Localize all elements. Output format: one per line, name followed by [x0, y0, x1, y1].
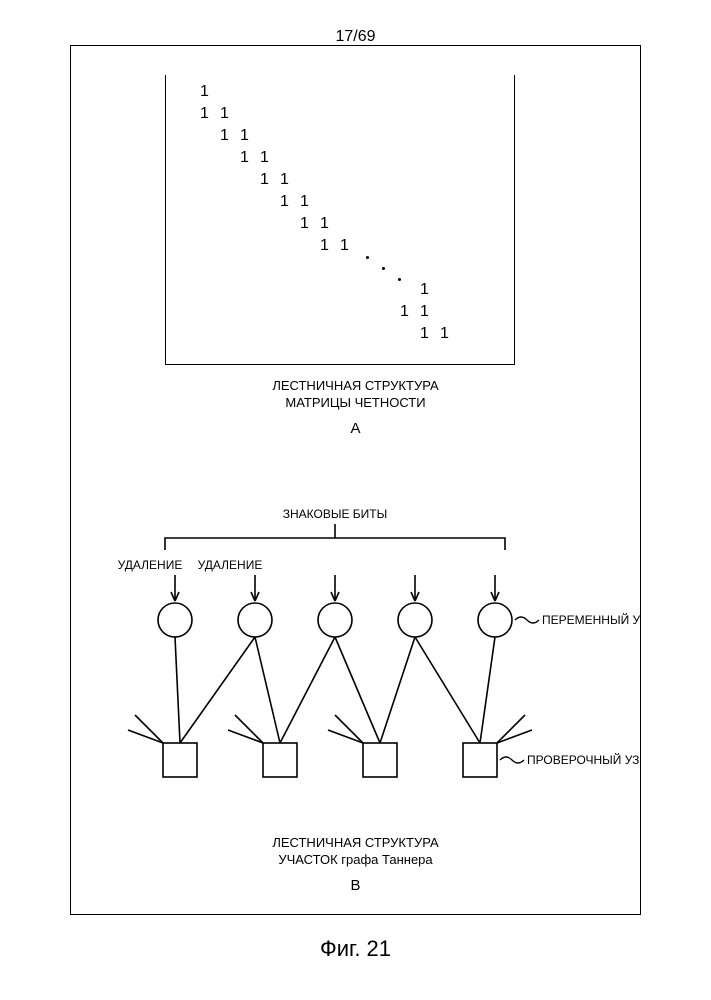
- variable-node: [398, 603, 432, 637]
- matrix-one: 1: [440, 325, 449, 343]
- panel-b-caption: ЛЕСТНИЧНАЯ СТРУКТУРА УЧАСТОК графа Танне…: [156, 835, 556, 894]
- matrix-one: 1: [200, 105, 209, 123]
- check-stub: [328, 730, 363, 743]
- matrix-one: 1: [400, 303, 409, 321]
- graph-edge: [280, 637, 335, 743]
- panel-b-caption-line1: ЛЕСТНИЧНАЯ СТРУКТУРА: [156, 835, 556, 852]
- tilde-connector: [500, 757, 524, 763]
- check-stub: [228, 730, 263, 743]
- matrix-one: 1: [420, 281, 429, 299]
- matrix-one: 1: [260, 171, 269, 189]
- panel-a-caption-line2: МАТРИЦЫ ЧЕТНОСТИ: [156, 395, 556, 412]
- ellipsis-dot: [366, 256, 369, 259]
- matrix-one: 1: [420, 325, 429, 343]
- matrix-one: 1: [200, 83, 209, 101]
- panel-a-label: A: [156, 420, 556, 437]
- matrix-one: 1: [240, 149, 249, 167]
- graph-edge: [415, 637, 480, 743]
- matrix-one: 1: [300, 193, 309, 211]
- panel-b-caption-line2: УЧАСТОК графа Таннера: [156, 852, 556, 869]
- variable-node: [238, 603, 272, 637]
- matrix-one: 1: [340, 237, 349, 255]
- tilde-connector: [515, 617, 539, 623]
- matrix-one: 1: [320, 215, 329, 233]
- panel-b-label: B: [156, 877, 556, 894]
- matrix-left-border: [165, 75, 166, 365]
- check-node: [263, 743, 297, 777]
- check-stub: [497, 715, 525, 743]
- graph-edge: [180, 637, 255, 743]
- check-node: [363, 743, 397, 777]
- matrix-one: 1: [220, 105, 229, 123]
- check-stub: [335, 715, 363, 743]
- check-node-label: ПРОВЕРОЧНЫЙ УЗЕЛ: [527, 752, 640, 767]
- ellipsis-dot: [382, 267, 385, 270]
- check-stub: [128, 730, 163, 743]
- sign-bits-label: ЗНАКОВЫЕ БИТЫ: [283, 507, 388, 521]
- erase-label: УДАЛЕНИЕ: [198, 558, 263, 572]
- matrix-one: 1: [260, 149, 269, 167]
- figure-label: Фиг. 21: [320, 936, 391, 962]
- check-node: [163, 743, 197, 777]
- check-stub: [497, 730, 532, 743]
- variable-node: [478, 603, 512, 637]
- matrix-one: 1: [240, 127, 249, 145]
- check-stub: [235, 715, 263, 743]
- matrix-one: 1: [420, 303, 429, 321]
- graph-edge: [480, 637, 495, 743]
- page-number: 17/69: [335, 28, 375, 46]
- matrix-one: 1: [280, 171, 289, 189]
- matrix-bottom-border: [165, 364, 515, 365]
- ellipsis-dot: [398, 278, 401, 281]
- variable-node: [318, 603, 352, 637]
- graph-edge: [175, 637, 180, 743]
- panel-a-caption: ЛЕСТНИЧНАЯ СТРУКТУРА МАТРИЦЫ ЧЕТНОСТИ A: [156, 378, 556, 437]
- matrix-one: 1: [280, 193, 289, 211]
- graph-edge: [255, 637, 280, 743]
- panel-a-caption-line1: ЛЕСТНИЧНАЯ СТРУКТУРА: [156, 378, 556, 395]
- check-node: [463, 743, 497, 777]
- parity-matrix: 11111111111111111111: [165, 75, 515, 365]
- variable-node-label: ПЕРЕМЕННЫЙ УЗЕЛ: [542, 612, 640, 627]
- erase-label: УДАЛЕНИЕ: [118, 558, 183, 572]
- bracket: [165, 538, 505, 550]
- variable-node: [158, 603, 192, 637]
- matrix-one: 1: [320, 237, 329, 255]
- matrix-one: 1: [220, 127, 229, 145]
- matrix-right-border: [514, 75, 515, 365]
- graph-edge: [335, 637, 380, 743]
- check-stub: [135, 715, 163, 743]
- tanner-graph: ЗНАКОВЫЕ БИТЫ УДАЛЕНИЕ УДАЛЕНИЕ ПЕРЕМЕННЫЙ …: [80, 490, 640, 820]
- graph-edge: [380, 637, 415, 743]
- matrix-one: 1: [300, 215, 309, 233]
